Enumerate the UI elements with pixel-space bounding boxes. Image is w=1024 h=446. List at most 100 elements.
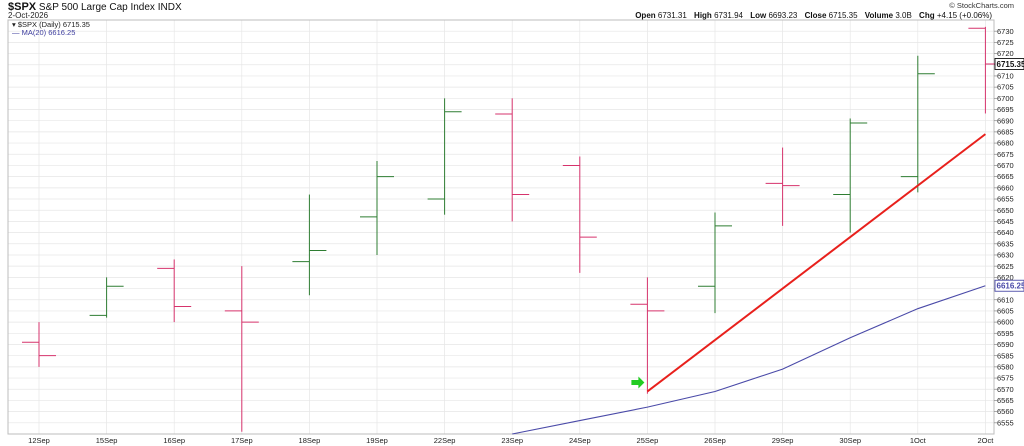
ohlc-bar — [698, 212, 732, 314]
index-name: S&P 500 Large Cap Index — [38, 2, 155, 13]
y-tick-label: 6635 — [997, 239, 1014, 248]
y-tick-label: 6730 — [997, 27, 1014, 36]
price-tag-box — [994, 58, 1024, 70]
arrow-icon — [631, 376, 645, 389]
y-tick-label: 6675 — [997, 150, 1014, 159]
x-tick-label: 25Sep — [637, 436, 659, 445]
y-tick-label: 6705 — [997, 83, 1014, 92]
y-tick-label: 6685 — [997, 127, 1014, 136]
y-tick-label: 6605 — [997, 307, 1014, 316]
ohlc-bar — [562, 156, 597, 273]
x-tick-label: 30Sep — [839, 436, 861, 445]
y-tick-label: 6640 — [997, 228, 1014, 237]
x-tick-label: 26Sep — [704, 436, 726, 445]
volume-value: 3.0B — [895, 11, 912, 20]
y-tick-label: 6630 — [997, 251, 1014, 260]
y-tick-label: 6610 — [997, 295, 1014, 304]
x-tick-label: 24Sep — [569, 436, 591, 445]
ohlc-bar — [765, 147, 800, 226]
price-legend: ▾ $SPX (Daily) 6715.35 — [12, 20, 90, 29]
x-tick-label: 19Sep — [366, 436, 388, 445]
y-tick-label: 6665 — [997, 172, 1014, 181]
x-tick-label: 18Sep — [299, 436, 321, 445]
chart-date: 2-Oct-2026 — [8, 11, 49, 20]
y-tick-label: 6570 — [997, 385, 1014, 394]
close-label: Close — [804, 11, 827, 20]
trendline — [646, 133, 987, 393]
ohlc-bar — [89, 277, 124, 318]
ma-legend: — MA(20) 6616.25 — [12, 28, 76, 37]
y-tick-label: 6625 — [997, 262, 1014, 271]
plot-frame — [7, 19, 995, 435]
price-axis: 6555 6560 6565 6570 6575 6580 6585 6590 6595 6600… — [994, 27, 1014, 427]
y-tick-label: 6575 — [997, 374, 1014, 383]
ma-legend-text: MA(20) 6616.25 — [21, 28, 76, 37]
y-tick-label: 6660 — [997, 183, 1014, 192]
green-arrow-marker — [631, 376, 645, 389]
price-tag-box — [994, 279, 1024, 292]
ohlc-bar — [833, 118, 868, 233]
x-tick-label: 22Sep — [434, 436, 456, 445]
price-legend-text: $SPX (Daily) 6715.35 — [17, 20, 90, 29]
ohlc-bar — [157, 259, 192, 323]
y-tick-label: 6690 — [997, 116, 1014, 125]
volume-label: Volume — [864, 11, 894, 20]
price-tags: 6715.35 6616.25 — [994, 58, 1024, 292]
ohlc-bars — [22, 26, 1003, 432]
y-tick-label: 6555 — [997, 418, 1014, 427]
ohlc-bar — [427, 98, 462, 215]
trendline-path — [646, 133, 987, 393]
price-tag-label: 6616.25 — [997, 282, 1024, 291]
y-tick-label: 6620 — [997, 273, 1014, 282]
chart-title: $SPX S&P 500 Large Cap Index INDX — [8, 1, 182, 13]
low-label: Low — [750, 11, 767, 20]
ohlc-bar — [900, 55, 935, 193]
symbol: $SPX — [8, 1, 37, 13]
x-tick-label: 16Sep — [163, 436, 185, 445]
x-tick-label: 1Oct — [910, 436, 927, 445]
x-tick-label: 17Sep — [231, 436, 253, 445]
date-axis: 12Sep 15Sep 16Sep 17Sep 18Sep 19Sep 22Sep 23Sep… — [28, 436, 994, 445]
ohlc-bar — [360, 160, 394, 255]
ma20-line — [512, 285, 986, 435]
y-tick-label: 6700 — [997, 94, 1014, 103]
y-tick-label: 6710 — [997, 72, 1014, 81]
y-tick-label: 6655 — [997, 195, 1014, 204]
y-tick-label: 6695 — [997, 105, 1014, 114]
y-tick-label: 6645 — [997, 217, 1014, 226]
high-label: High — [694, 11, 712, 20]
ohlc-readout: Open 6731.31 High 6731.94 Low 6693.23 Cl… — [632, 11, 994, 20]
x-tick-label: 15Sep — [96, 436, 118, 445]
ohlc-bar — [22, 322, 56, 367]
chart-grid — [8, 20, 994, 434]
low-value: 6693.23 — [768, 11, 798, 20]
ohlc-bar — [630, 277, 665, 394]
chg-label: Chg — [919, 11, 935, 20]
exchange: INDX — [157, 2, 182, 13]
y-tick-label: 6670 — [997, 161, 1014, 170]
ohlc-bar — [224, 266, 259, 432]
y-tick-label: 6720 — [997, 49, 1014, 58]
high-value: 6731.94 — [714, 11, 743, 20]
y-tick-label: 6725 — [997, 38, 1014, 47]
credit: © StockCharts.com — [949, 1, 1014, 10]
ohlc-bar — [292, 194, 327, 296]
chg-value: +4.15 (+0.06%) — [936, 11, 992, 20]
y-tick-label: 6680 — [997, 139, 1014, 148]
y-tick-label: 6595 — [997, 329, 1014, 338]
y-tick-label: 6580 — [997, 362, 1014, 371]
y-tick-label: 6560 — [997, 407, 1014, 416]
y-tick-label: 6600 — [997, 318, 1014, 327]
y-tick-label: 6585 — [997, 351, 1014, 360]
x-tick-label: 2Oct — [977, 436, 994, 445]
x-tick-label: 23Sep — [501, 436, 523, 445]
y-tick-label: 6590 — [997, 340, 1014, 349]
x-tick-label: 29Sep — [772, 436, 794, 445]
ohlc-bar — [495, 98, 530, 222]
open-value: 6731.31 — [657, 11, 687, 20]
y-tick-label: 6650 — [997, 206, 1014, 215]
y-tick-label: 6565 — [997, 396, 1014, 405]
open-label: Open — [635, 11, 656, 20]
x-tick-label: 12Sep — [28, 436, 50, 445]
